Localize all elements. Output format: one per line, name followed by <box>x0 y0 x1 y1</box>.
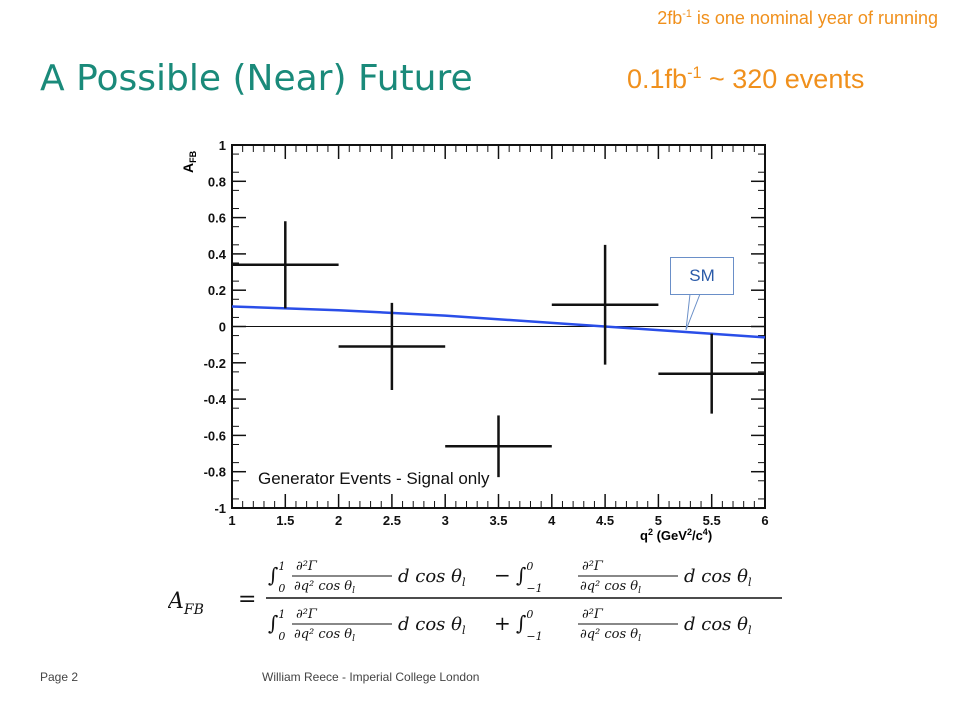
svg-text:∫0−1: ∫0 −1 <box>516 560 543 595</box>
x-tick-label: 3 <box>442 513 449 528</box>
x-tick-label: 4.5 <box>596 513 614 528</box>
svg-text:∂q² cos θl: ∂q² cos θl <box>580 579 641 596</box>
svg-text:d cos θl: d cos θl <box>684 614 752 637</box>
page-number: Page 2 <box>40 670 79 684</box>
x-tick-label: 5 <box>655 513 662 528</box>
afb-formula: AFB = ∫1 0 ∂²Γ ∂q² cos θl d cos θl − ∫0 −1… <box>168 559 782 644</box>
sm-callout-pointer <box>685 293 701 331</box>
svg-text:−: − <box>494 563 511 587</box>
svg-text:∫10: ∫1 0 <box>268 608 285 643</box>
sm-callout: SM <box>670 257 734 295</box>
x-tick-label: 2.5 <box>383 513 401 528</box>
y-tick-label: -1 <box>214 501 226 516</box>
svg-text:∂q² cos θl: ∂q² cos θl <box>294 627 355 644</box>
svg-text:∫10: ∫1 0 <box>268 560 285 595</box>
slide-title: A Possible (Near) Future <box>40 58 473 99</box>
y-tick-label: 1 <box>219 138 226 153</box>
x-tick-label: 4 <box>548 513 556 528</box>
afb-chart: 1 1.5 2 2.5 3 3.5 4 4.5 5 5.5 6 1 0.8 0.6 0.4 0.2 0 -0.2 -… <box>180 138 769 543</box>
chart-ticks: 1 1.5 2 2.5 3 3.5 4 4.5 5 5.5 6 1 0.8 0.6 0.4 0.2 0 -0.2 -… <box>204 138 769 528</box>
svg-text:∂²Γ: ∂²Γ <box>582 559 604 574</box>
svg-text:∂q² cos θl: ∂q² cos θl <box>580 627 641 644</box>
x-tick-label: 1 <box>228 513 235 528</box>
svg-text:d cos θl: d cos θl <box>398 614 466 637</box>
x-tick-label: 2 <box>335 513 342 528</box>
events-note: 0.1fb-1 ~ 320 events <box>627 64 865 94</box>
y-axis-label: AFB <box>180 150 198 173</box>
y-tick-label: 0.6 <box>208 211 226 226</box>
svg-text:=: = <box>238 587 256 612</box>
svg-text:∂²Γ: ∂²Γ <box>296 559 318 574</box>
y-tick-label: -0.2 <box>204 356 226 371</box>
x-axis-label: q2 (GeV2/c4) <box>640 527 712 543</box>
y-tick-label: 0.8 <box>208 174 226 189</box>
svg-text:AFB: AFB <box>168 589 204 618</box>
running-note: 2fb-1 is one nominal year of running <box>657 8 938 28</box>
svg-text:+: + <box>494 611 511 635</box>
svg-text:d cos θl: d cos θl <box>684 566 752 589</box>
footer-author: William Reece - Imperial College London <box>262 670 480 684</box>
svg-text:∂²Γ: ∂²Γ <box>582 607 604 622</box>
y-tick-label: -0.4 <box>204 392 227 407</box>
sm-curve-layer <box>231 305 766 339</box>
x-tick-label: 5.5 <box>703 513 721 528</box>
svg-text:∂q² cos θl: ∂q² cos θl <box>294 579 355 596</box>
x-tick-label: 3.5 <box>489 513 507 528</box>
chart-annotation: Generator Events - Signal only <box>258 469 490 488</box>
svg-text:∂²Γ: ∂²Γ <box>296 607 318 622</box>
data-points-layer <box>232 221 765 478</box>
x-tick-label: 6 <box>761 513 768 528</box>
svg-text:∫0−1: ∫0 −1 <box>516 608 543 643</box>
y-tick-label: -0.6 <box>204 428 226 443</box>
sm-curve <box>231 305 766 339</box>
y-tick-label: -0.8 <box>204 465 226 480</box>
y-tick-label: 0 <box>219 320 226 335</box>
y-tick-label: 0.4 <box>208 247 227 262</box>
svg-text:d cos θl: d cos θl <box>398 566 466 589</box>
x-tick-label: 1.5 <box>276 513 294 528</box>
y-tick-label: 0.2 <box>208 283 226 298</box>
